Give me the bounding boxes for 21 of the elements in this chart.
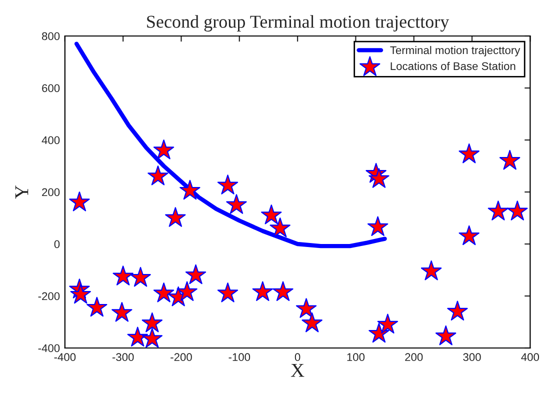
y-tick-label: -200 <box>38 292 60 300</box>
chart-title: Second group Terminal motion trajecttory <box>147 15 450 32</box>
y-tick-label: 600 <box>42 84 60 92</box>
x-tick-label: -400 <box>54 353 76 362</box>
x-tick-label: 0 <box>294 353 300 362</box>
y-tick-label: 800 <box>42 32 60 40</box>
x-tick-label: 100 <box>347 353 365 362</box>
x-tick-label: 300 <box>463 353 481 362</box>
x-axis-title: X <box>290 364 304 377</box>
legend-label: Locations of Base Station <box>390 62 516 70</box>
x-tick-label: 400 <box>521 353 540 362</box>
legend-label: Terminal motion trajecttory <box>390 46 520 56</box>
y-tick-label: 400 <box>42 136 60 144</box>
y-tick-label: 200 <box>42 188 60 196</box>
x-tick-label: -300 <box>112 353 134 362</box>
y-tick-label: 0 <box>54 240 60 248</box>
y-tick-label: -400 <box>38 344 60 352</box>
y-axis-title: Y <box>15 185 28 199</box>
x-tick-label: -200 <box>170 353 192 362</box>
x-tick-label: -100 <box>228 353 250 362</box>
x-tick-label: 200 <box>405 353 423 362</box>
